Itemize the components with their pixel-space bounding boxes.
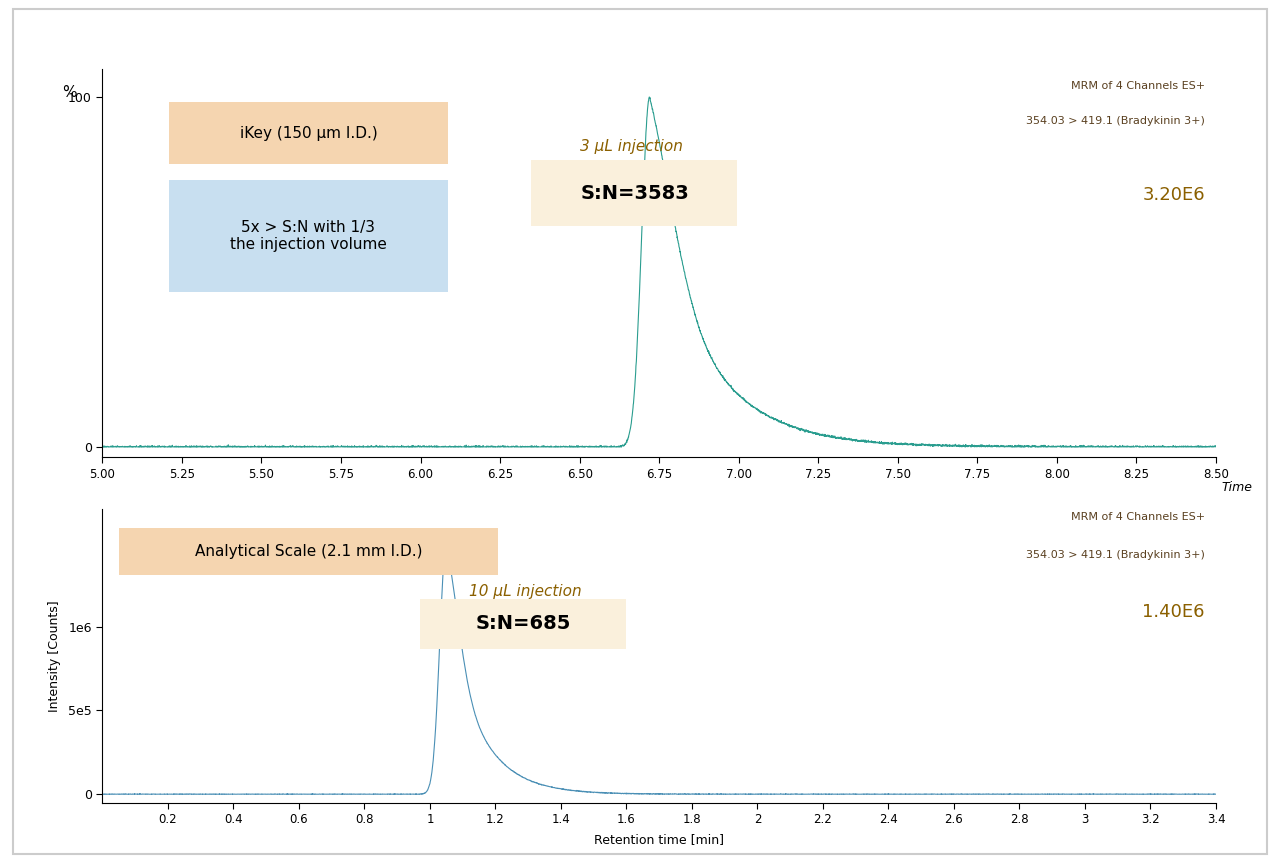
Text: 5x > S:N with 1/3
the injection volume: 5x > S:N with 1/3 the injection volume — [230, 220, 387, 252]
FancyBboxPatch shape — [169, 102, 448, 164]
FancyBboxPatch shape — [169, 180, 448, 293]
Text: 1.40E6: 1.40E6 — [1142, 603, 1204, 621]
Text: Analytical Scale (2.1 mm I.D.): Analytical Scale (2.1 mm I.D.) — [195, 545, 422, 559]
Text: S:N=3583: S:N=3583 — [580, 184, 689, 203]
Y-axis label: Intensity [Counts]: Intensity [Counts] — [49, 600, 61, 712]
Y-axis label: %: % — [61, 85, 77, 100]
FancyBboxPatch shape — [420, 599, 626, 649]
Text: S:N=685: S:N=685 — [476, 614, 571, 633]
Text: 354.03 > 419.1 (Bradykinin 3+): 354.03 > 419.1 (Bradykinin 3+) — [1027, 551, 1204, 560]
FancyBboxPatch shape — [531, 161, 737, 226]
Text: 3.20E6: 3.20E6 — [1142, 186, 1204, 204]
Text: MRM of 4 Channels ES+: MRM of 4 Channels ES+ — [1071, 512, 1204, 522]
Text: 3 μL injection: 3 μL injection — [580, 139, 682, 154]
X-axis label: Retention time [min]: Retention time [min] — [594, 833, 724, 846]
Text: Time: Time — [1221, 481, 1253, 494]
Text: MRM of 4 Channels ES+: MRM of 4 Channels ES+ — [1071, 81, 1204, 91]
Text: 10 μL injection: 10 μL injection — [470, 584, 582, 599]
FancyBboxPatch shape — [119, 528, 498, 576]
Text: 354.03 > 419.1 (Bradykinin 3+): 354.03 > 419.1 (Bradykinin 3+) — [1027, 116, 1204, 126]
Text: iKey (150 μm I.D.): iKey (150 μm I.D.) — [239, 126, 378, 141]
